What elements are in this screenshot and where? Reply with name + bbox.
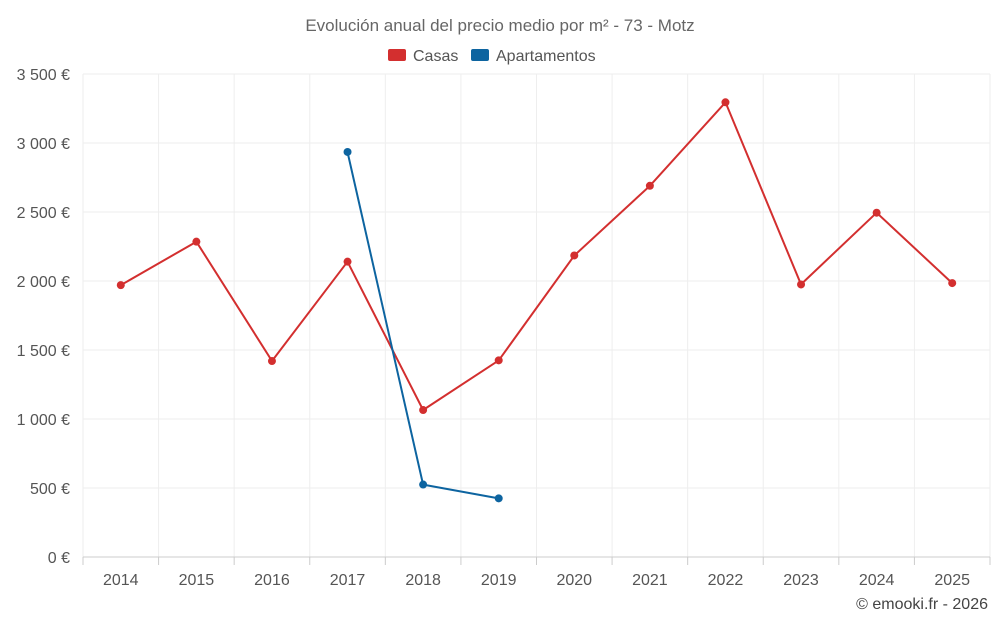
series-line [346, 151, 499, 500]
x-tick-label: 2019 [481, 572, 517, 589]
data-point[interactable] [797, 280, 806, 289]
chart-title: Evolución anual del precio medio por m² … [305, 16, 694, 35]
x-tick-label: 2024 [859, 572, 895, 589]
legend-label: Apartamentos [496, 48, 596, 65]
legend-label: Casas [413, 48, 458, 65]
legend-swatch [388, 49, 406, 61]
data-point[interactable] [570, 251, 579, 260]
x-tick-label: 2020 [556, 572, 592, 589]
y-tick-label: 1 000 € [17, 412, 70, 429]
data-point[interactable] [419, 480, 428, 489]
series-layer [116, 98, 957, 503]
series-casas [116, 98, 957, 415]
data-point[interactable] [343, 257, 352, 266]
legend-item-casas[interactable]: Casas [388, 48, 458, 65]
y-tick-label: 500 € [30, 481, 70, 498]
data-point[interactable] [343, 147, 352, 156]
x-tick-label: 2014 [103, 572, 139, 589]
x-tick-label: 2016 [254, 572, 290, 589]
credit-text: © emooki.fr - 2026 [856, 596, 988, 613]
y-axis-ticks: 0 € 500 € 1 000 € 1 500 € 2 000 € 2 500 € 3 00… [17, 67, 70, 567]
grid [82, 73, 991, 565]
data-point[interactable] [192, 237, 201, 246]
y-tick-label: 2 000 € [17, 274, 70, 291]
data-point[interactable] [419, 406, 428, 415]
data-point[interactable] [494, 356, 503, 365]
x-tick-label: 2015 [179, 572, 215, 589]
series-apartamentos [343, 147, 503, 503]
data-point[interactable] [116, 281, 125, 290]
y-tick-label: 0 € [48, 550, 70, 567]
y-tick-label: 3 500 € [17, 67, 70, 84]
x-tick-label: 2018 [405, 572, 441, 589]
y-tick-label: 3 000 € [17, 136, 70, 153]
data-point[interactable] [721, 98, 730, 107]
x-axis-ticks: 2014 2015 2016 2017 2018 2019 2020 2021 2022 2023… [103, 572, 970, 589]
data-point[interactable] [872, 208, 881, 217]
legend-swatch [471, 49, 489, 61]
legend-item-apartamentos[interactable]: Apartamentos [471, 48, 596, 65]
data-point[interactable] [494, 494, 503, 503]
legend: Casas Apartamentos [388, 48, 596, 65]
data-point[interactable] [948, 279, 957, 288]
data-point[interactable] [645, 181, 654, 190]
y-tick-label: 2 500 € [17, 205, 70, 222]
data-point[interactable] [267, 357, 276, 366]
x-tick-label: 2023 [783, 572, 819, 589]
x-tick-label: 2021 [632, 572, 668, 589]
x-tick-label: 2025 [934, 572, 970, 589]
y-tick-label: 1 500 € [17, 343, 70, 360]
series-line [120, 100, 953, 412]
x-tick-label: 2022 [708, 572, 744, 589]
x-tick-label: 2017 [330, 572, 366, 589]
